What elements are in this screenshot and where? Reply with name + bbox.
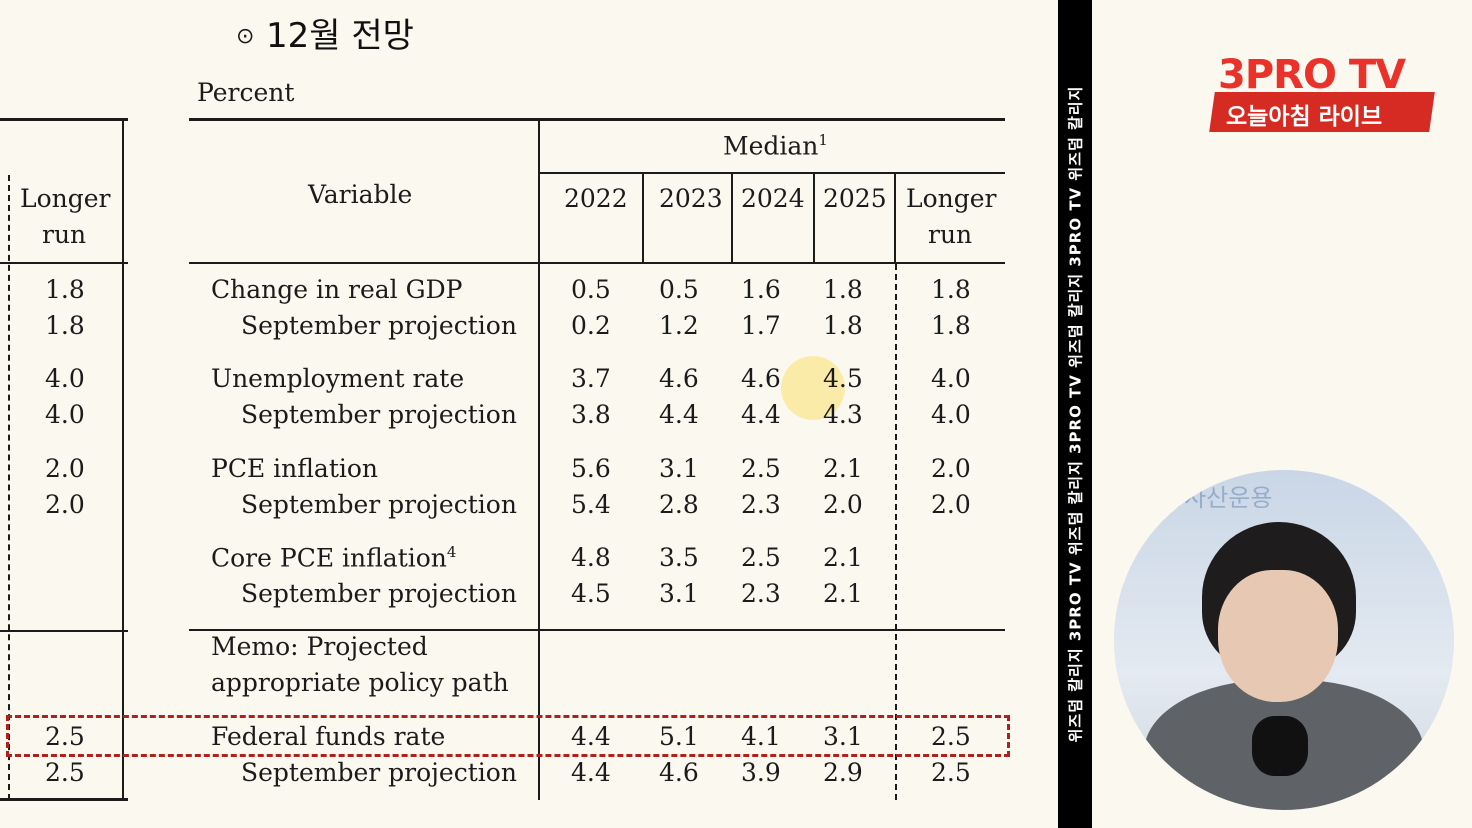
cell: 3.7 — [571, 364, 611, 393]
left-value: 2.5 — [45, 722, 85, 751]
left-header-line2: run — [42, 220, 87, 249]
row-label-core-pce-sep: September projection — [241, 579, 517, 608]
left-value: 4.0 — [45, 364, 85, 393]
row-label-pce: PCE inflation — [211, 454, 379, 483]
cell: 3.8 — [571, 400, 611, 429]
cell: 3.1 — [823, 722, 863, 751]
cell: 4.3 — [823, 400, 863, 429]
variable-header: Variable — [308, 180, 413, 209]
left-value: 2.0 — [45, 454, 85, 483]
cell: 1.6 — [741, 275, 781, 304]
cell: 2.0 — [823, 490, 863, 519]
cell: 1.8 — [823, 275, 863, 304]
memo-line2: appropriate policy path — [211, 668, 509, 697]
cell: 2.8 — [659, 490, 699, 519]
cell: 0.5 — [659, 275, 699, 304]
cell: 4.8 — [571, 543, 611, 572]
cell: 4.6 — [741, 364, 781, 393]
cell: 1.2 — [659, 311, 699, 340]
cell: 5.1 — [659, 722, 699, 751]
microphone-icon — [1252, 716, 1308, 776]
memo-line1: Memo: Projected — [211, 632, 428, 661]
cell: 2.1 — [823, 543, 863, 572]
logo-text: 3PRO TV — [1218, 52, 1406, 98]
cell: 2.5 — [931, 722, 971, 751]
cell: 4.4 — [741, 400, 781, 429]
row-label-core-pce: Core PCE inflation4 — [211, 543, 456, 572]
cell: 4.6 — [659, 364, 699, 393]
cell: 0.5 — [571, 275, 611, 304]
year-header-2023: 2023 — [659, 184, 723, 213]
cell: 2.3 — [741, 490, 781, 519]
cell: 4.1 — [741, 722, 781, 751]
cell: 2.5 — [741, 543, 781, 572]
cell: 2.5 — [931, 758, 971, 787]
cell: 4.4 — [659, 400, 699, 429]
year-header-2022: 2022 — [564, 184, 628, 213]
left-value: 2.5 — [45, 758, 85, 787]
title-bullet: ⊙ — [236, 24, 255, 49]
cell: 0.2 — [571, 311, 611, 340]
left-value: 1.8 — [45, 311, 85, 340]
left-value: 1.8 — [45, 275, 85, 304]
unit-label: Percent — [197, 78, 295, 107]
cell: 4.0 — [931, 364, 971, 393]
cell: 2.1 — [823, 454, 863, 483]
slide-title: 12월 전망 — [266, 16, 414, 56]
background-sign: 증사산운용 — [1162, 484, 1273, 512]
year-header-2025: 2025 — [823, 184, 887, 213]
median-label: Median — [723, 131, 819, 161]
cell: 2.3 — [741, 579, 781, 608]
cell: 4.6 — [659, 758, 699, 787]
cell: 4.0 — [931, 400, 971, 429]
cell: 3.1 — [659, 579, 699, 608]
cell: 3.1 — [659, 454, 699, 483]
row-label-fed-funds: Federal funds rate — [211, 722, 446, 751]
cell: 1.8 — [931, 275, 971, 304]
row-label-pce-sep: September projection — [241, 490, 517, 519]
cell: 2.1 — [823, 579, 863, 608]
left-value: 4.0 — [45, 400, 85, 429]
fed-funds-highlight-box — [6, 715, 1010, 757]
left-header-line1: Longer — [20, 184, 111, 213]
median-footnote: 1 — [818, 131, 828, 149]
side-strip-text: 위즈덤 칼리지 3PRO TV 위즈덤 칼리지 3PRO TV 위즈덤 칼리지 … — [1066, 85, 1085, 743]
cursor-highlight — [781, 356, 845, 420]
core-pce-label: Core PCE inflation — [211, 543, 447, 573]
median-header: Median1 — [723, 131, 828, 160]
presenter-face — [1218, 570, 1338, 702]
cell: 5.6 — [571, 454, 611, 483]
cell: 2.9 — [823, 758, 863, 787]
cell: 1.8 — [931, 311, 971, 340]
row-label-fed-funds-sep: September projection — [241, 758, 517, 787]
cell: 3.9 — [741, 758, 781, 787]
core-pce-footnote: 4 — [446, 543, 457, 561]
cell: 4.4 — [571, 758, 611, 787]
cell: 2.0 — [931, 454, 971, 483]
cell: 4.4 — [571, 722, 611, 751]
cell: 5.4 — [571, 490, 611, 519]
row-label-gdp-sep: September projection — [241, 311, 517, 340]
cell: 2.0 — [931, 490, 971, 519]
row-label-gdp: Change in real GDP — [211, 275, 463, 304]
longer-run-header-line1: Longer — [906, 184, 997, 213]
year-header-2024: 2024 — [741, 184, 805, 213]
cell: 4.5 — [571, 579, 611, 608]
cell: 2.5 — [741, 454, 781, 483]
cell: 3.5 — [659, 543, 699, 572]
row-label-unemployment: Unemployment rate — [211, 364, 465, 393]
presenter-camera: 증사산운용 — [1114, 470, 1454, 810]
cell: 1.7 — [741, 311, 781, 340]
cell: 4.5 — [823, 364, 863, 393]
side-strip — [1058, 0, 1092, 828]
cell: 1.8 — [823, 311, 863, 340]
program-name: 오늘아침 라이브 — [1226, 104, 1383, 130]
longer-run-header-line2: run — [928, 220, 973, 249]
left-value: 2.0 — [45, 490, 85, 519]
row-label-unemployment-sep: September projection — [241, 400, 517, 429]
